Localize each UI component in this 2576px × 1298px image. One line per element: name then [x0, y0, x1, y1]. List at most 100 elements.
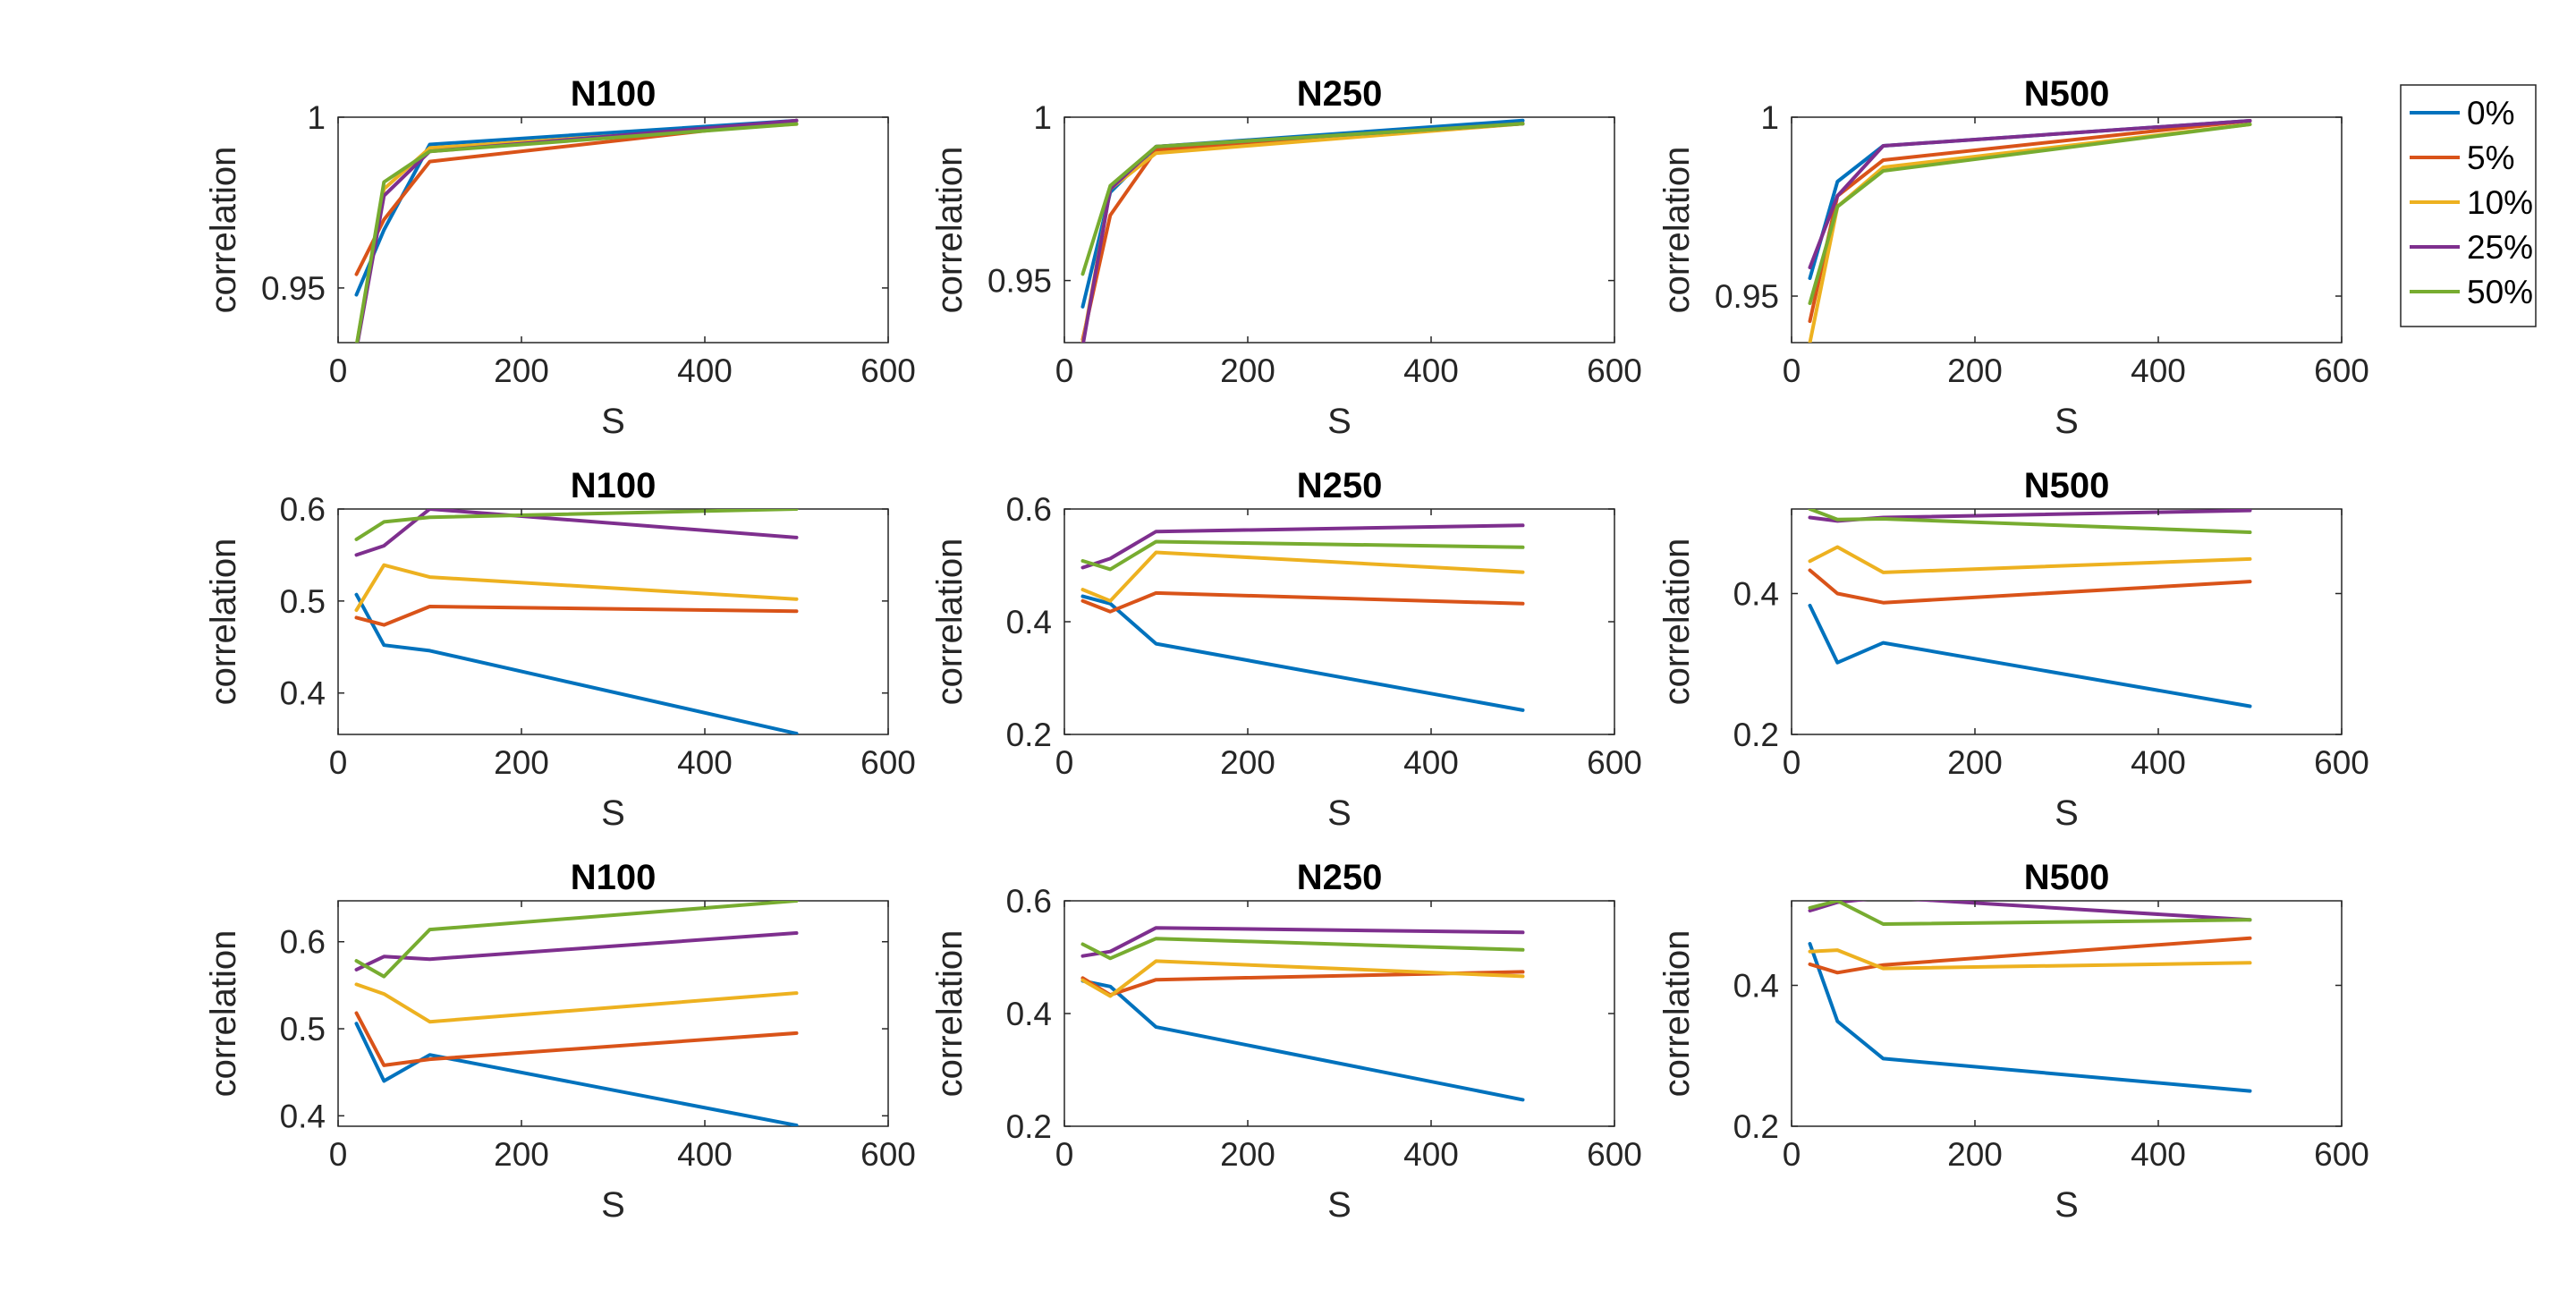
x-tick-label: 600	[860, 744, 916, 781]
y-axis-label: correlation	[1657, 539, 1697, 706]
series-line-0pct	[1808, 942, 2252, 1093]
y-axis-label: correlation	[204, 539, 243, 706]
y-tick-label: 0.5	[280, 1011, 326, 1048]
legend-item-10pct: 10%	[2410, 184, 2533, 221]
series-line-25pct	[1080, 926, 1525, 958]
x-tick-label: 0	[1783, 352, 1801, 389]
axes-frame	[337, 900, 889, 1127]
y-axis-label: correlation	[930, 539, 970, 706]
y-tick-label: 1	[1760, 99, 1779, 136]
series-line-10pct	[354, 563, 799, 613]
y-axis-label: correlation	[930, 930, 970, 1098]
y-tick-label: 0.4	[1733, 968, 1779, 1005]
y-tick-label: 1	[307, 99, 326, 136]
x-axis-label: S	[601, 1185, 625, 1225]
y-tick-label: 0.2	[1006, 717, 1052, 753]
series-line-25pct	[1808, 119, 2252, 269]
x-tick-label: 600	[2314, 744, 2369, 781]
series-line-25pct	[354, 509, 799, 557]
x-tick-label: 400	[1403, 744, 1459, 781]
axes-frame	[1063, 116, 1615, 344]
series-line-50pct	[1808, 901, 2252, 926]
series-line-0pct	[354, 1022, 799, 1126]
y-tick-label: 0.95	[261, 270, 326, 307]
legend-item-50pct: 50%	[2410, 274, 2533, 310]
y-tick-label: 0.2	[1006, 1108, 1052, 1145]
series-line-50pct	[1080, 937, 1525, 961]
series-lines	[354, 118, 799, 343]
series-lines	[1080, 118, 1525, 343]
panel-title: N100	[571, 74, 657, 114]
panel-title: N500	[2024, 74, 2110, 114]
x-tick-label: 600	[1587, 352, 1642, 389]
y-tick-label: 1	[1033, 99, 1052, 136]
y-axis-label: correlation	[930, 147, 970, 314]
x-tick-label: 0	[1783, 744, 1801, 781]
y-tick-label: 0.2	[1733, 1108, 1779, 1145]
x-tick-label: 600	[2314, 352, 2369, 389]
panel-title: N500	[2024, 466, 2110, 505]
series-lines	[1808, 901, 2252, 1093]
x-axis-label: S	[1327, 793, 1352, 833]
legend-label: 0%	[2467, 95, 2514, 131]
x-tick-label: 0	[329, 1136, 348, 1173]
axes-frame	[337, 116, 889, 344]
series-line-10pct	[354, 982, 799, 1024]
series-line-10pct	[1808, 948, 2252, 971]
x-tick-label: 400	[2131, 744, 2186, 781]
axes-frame	[1791, 116, 2343, 344]
series-line-10pct	[1080, 550, 1525, 603]
series-line-5pct	[354, 118, 799, 276]
y-tick-label: 0.4	[280, 1098, 326, 1134]
axes-frame	[337, 508, 889, 735]
y-axis-label: correlation	[1657, 147, 1697, 314]
x-tick-label: 200	[494, 352, 549, 389]
x-tick-label: 600	[2314, 1136, 2369, 1173]
series-line-50pct	[1808, 123, 2252, 305]
x-tick-label: 200	[1947, 744, 2003, 781]
series-line-50pct	[355, 122, 799, 343]
y-tick-label: 0.4	[280, 675, 326, 712]
x-tick-label: 200	[1947, 1136, 2003, 1173]
series-line-50pct	[1808, 509, 2252, 534]
x-tick-label: 200	[1947, 352, 2003, 389]
y-tick-label: 0.6	[1006, 491, 1052, 528]
series-line-0pct	[1080, 979, 1525, 1102]
x-tick-label: 400	[2131, 352, 2186, 389]
panel-title: N100	[571, 466, 657, 505]
x-tick-label: 0	[1055, 352, 1074, 389]
axes-frame	[1063, 900, 1615, 1127]
series-line-10pct	[1808, 545, 2252, 574]
y-tick-label: 0.95	[1715, 278, 1779, 315]
series-line-50pct	[1080, 539, 1525, 572]
series-line-10pct	[1080, 959, 1525, 998]
x-tick-label: 400	[677, 744, 733, 781]
y-tick-label: 0.4	[1006, 604, 1052, 641]
series-line-25pct	[354, 931, 799, 971]
series-line-5pct	[354, 605, 799, 627]
x-axis-label: S	[2055, 402, 2079, 441]
panel-title: N250	[1297, 858, 1383, 897]
x-tick-label: 0	[1783, 1136, 1801, 1173]
y-axis-label: correlation	[1657, 930, 1697, 1098]
x-axis-label: S	[601, 402, 625, 441]
legend-label: 10%	[2467, 184, 2533, 221]
series-line-25pct	[1808, 901, 2252, 922]
legend-box	[2400, 84, 2537, 327]
series-line-0pct	[1808, 603, 2252, 708]
series-line-25pct	[1080, 523, 1525, 570]
panel-title: N250	[1297, 466, 1383, 505]
legend-item-5pct: 5%	[2410, 140, 2514, 176]
y-tick-label: 0.2	[1733, 717, 1779, 753]
x-tick-label: 0	[329, 744, 348, 781]
x-tick-label: 400	[677, 352, 733, 389]
x-axis-label: S	[1327, 1185, 1352, 1225]
x-tick-label: 200	[1220, 352, 1275, 389]
x-tick-label: 400	[1403, 1136, 1459, 1173]
